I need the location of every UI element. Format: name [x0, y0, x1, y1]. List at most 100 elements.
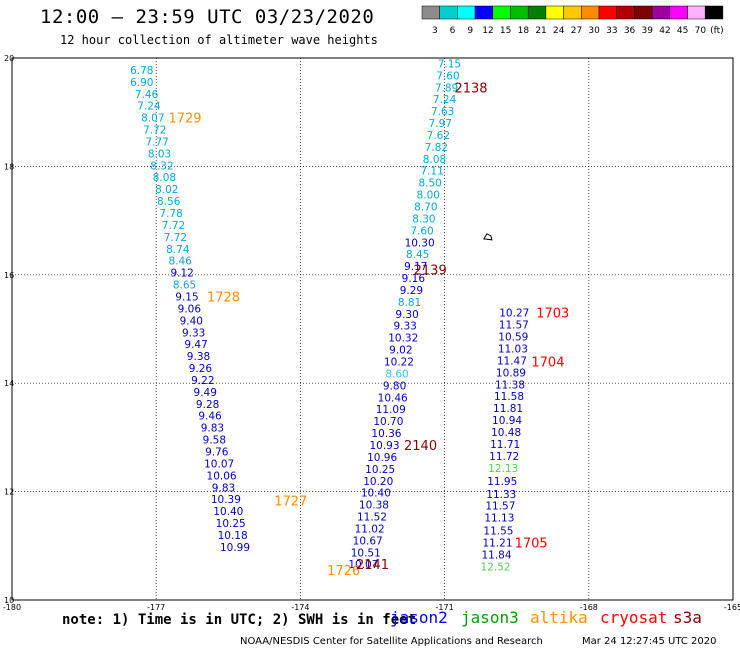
wave-height-value: 7.24: [433, 94, 457, 106]
wave-height-value: 10.18: [218, 530, 248, 542]
wave-height-value: 10.40: [213, 506, 243, 518]
lat-tick-label: 16: [4, 271, 14, 280]
color-bin: [439, 5, 458, 20]
wave-height-value: 10.25: [365, 464, 395, 476]
pass-time-label: 1704: [531, 356, 564, 371]
wave-height-value: 9.38: [187, 351, 210, 363]
lat-tick-label: 18: [4, 162, 14, 171]
wave-height-value: 12.52: [481, 561, 511, 573]
lat-tick-label: 12: [4, 488, 14, 497]
wave-height-value: 9.30: [395, 309, 418, 321]
wave-height-value: 10.46: [378, 392, 408, 404]
wave-height-value: 6.78: [130, 65, 153, 77]
wave-height-value: 11.72: [489, 451, 519, 463]
wave-height-value: 8.45: [406, 249, 429, 261]
wave-height-value: 8.03: [148, 148, 171, 160]
color-bin: [651, 5, 671, 20]
wave-height-value: 11.57: [499, 320, 529, 332]
wave-height-value: 9.26: [189, 363, 213, 375]
wave-height-value: 11.58: [494, 391, 524, 403]
wave-height-value: 8.74: [166, 244, 190, 256]
wave-height-value: 8.46: [169, 256, 193, 268]
wave-height-value: 11.33: [486, 489, 516, 501]
wave-height-value: 10.27: [499, 308, 529, 320]
lon-tick-label: -177: [147, 603, 165, 612]
wave-height-value: 9.76: [205, 446, 229, 458]
wave-height-value: 10.59: [498, 332, 528, 344]
map-frame: [11, 57, 734, 601]
color-bin-label: 12: [482, 26, 493, 36]
wave-height-value: 10.20: [363, 476, 393, 488]
map-border: [11, 57, 734, 601]
wave-height-value: 7.77: [145, 136, 168, 148]
wave-height-value: 10.48: [491, 427, 521, 439]
lat-tick-label: 14: [4, 379, 14, 388]
wave-height-value: 11.84: [481, 549, 511, 561]
axis-tick-labels: -180 -177 -174 -171 -168 -165 10 12 14 16 18 20: [3, 54, 740, 612]
wave-height-value: 9.22: [191, 375, 214, 387]
wave-height-value: 8.50: [418, 178, 441, 190]
pass-time-label: 2140: [404, 439, 437, 454]
color-bin: [616, 5, 635, 20]
legend-jason3: jason3: [461, 608, 519, 627]
wave-height-value: 10.07: [204, 458, 234, 470]
wave-height-value: 10.89: [496, 367, 526, 379]
color-bin: [669, 5, 688, 20]
pass-time-label: 1729: [168, 112, 201, 127]
wave-height-value: 9.06: [178, 303, 202, 315]
color-bin: [581, 5, 600, 20]
wave-height-value: 7.60: [436, 70, 459, 82]
wave-height-value: 9.17: [404, 261, 427, 273]
wave-height-value: 9.80: [383, 380, 406, 392]
wave-height-value: 9.16: [402, 273, 426, 285]
lon-tick-label: -171: [436, 603, 454, 612]
wave-height-value: 10.67: [353, 535, 383, 547]
wave-height-value: 10.39: [211, 494, 241, 506]
wave-height-value: 7.97: [429, 118, 452, 130]
timestamp-text: Mar 24 12:27:45 UTC 2020: [582, 636, 717, 647]
wave-height-value: 9.33: [393, 321, 416, 333]
wave-height-value: 8.30: [412, 213, 435, 225]
wave-height-value: 11.81: [493, 403, 523, 415]
wave-height-value: 10.25: [216, 518, 246, 530]
color-bin-label: 39: [642, 26, 654, 36]
note-text: note: 1) Time is in UTC; 2) SWH is in fe…: [62, 612, 417, 628]
wave-height-value: 7.46: [135, 89, 159, 101]
wave-height-value: 11.95: [487, 476, 517, 488]
color-bin: [545, 5, 564, 20]
lat-lon-grid: [12, 58, 733, 600]
wave-height-value: 11.38: [495, 379, 525, 391]
pass-time-label: 2141: [356, 558, 389, 573]
wave-height-value: 6.90: [130, 77, 153, 89]
color-bin: [634, 5, 653, 20]
island-marker: [483, 233, 493, 241]
wave-height-value: 9.47: [184, 339, 207, 351]
wave-height-value: 9.83: [201, 423, 224, 435]
color-bin-label: 9: [467, 26, 473, 36]
lon-tick-label: -168: [580, 603, 598, 612]
color-bin-label: 3: [432, 26, 438, 36]
wave-height-value: 10.36: [371, 428, 401, 440]
pass-time-label: 2139: [414, 263, 447, 278]
color-bin-label: 33: [606, 26, 617, 36]
wave-height-value: 8.60: [385, 368, 408, 380]
color-bin-label: 42: [659, 26, 670, 36]
wave-height-value: 11.55: [483, 526, 513, 538]
wave-height-value: 11.47: [497, 355, 527, 367]
color-bin-label: 45: [677, 26, 688, 36]
lon-tick-label: -180: [3, 603, 21, 612]
wave-height-value: 10.93: [369, 440, 399, 452]
color-bin-label: 18: [518, 26, 530, 36]
wave-height-value: 11.02: [355, 523, 385, 535]
wave-height-value: 9.33: [182, 327, 205, 339]
wave-height-value: 9.83: [212, 482, 235, 494]
wave-height-value: 7.60: [410, 225, 433, 237]
wave-height-value: 7.63: [431, 106, 454, 118]
color-bin: [510, 5, 529, 20]
color-bin: [474, 5, 494, 20]
color-bin-label: 30: [588, 26, 600, 36]
pass-time-label: 1728: [207, 290, 240, 305]
color-bin: [421, 5, 440, 20]
wave-height-value: 8.32: [150, 160, 173, 172]
